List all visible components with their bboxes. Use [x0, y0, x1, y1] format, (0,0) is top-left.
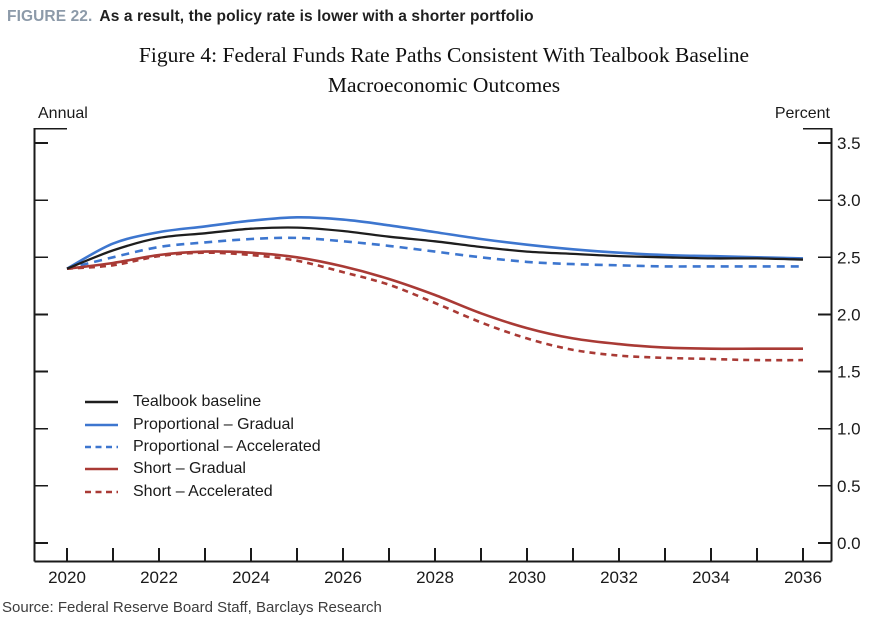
- right-axis-unit-label: Percent: [774, 105, 830, 122]
- x-tick-label: 2036: [784, 568, 822, 587]
- y-tick-label: 1.0: [837, 420, 861, 439]
- y-tick-label: 0.5: [837, 477, 861, 496]
- figure-title: As a result, the policy rate is lower wi…: [99, 8, 534, 25]
- legend-label: Proportional – Gradual: [133, 415, 294, 433]
- series-line-tealbook-baseline: [66, 226, 804, 270]
- y-tick-label: 3.0: [837, 191, 861, 210]
- x-tick-label: 2032: [600, 568, 638, 587]
- chart-title-line1: Figure 4: Federal Funds Rate Paths Consi…: [138, 43, 750, 67]
- legend-label: Tealbook baseline: [133, 393, 262, 411]
- y-tick-label: 2.5: [837, 248, 861, 267]
- legend-label: Short – Gradual: [133, 460, 246, 478]
- legend-item-proportional-gradual: Proportional – Gradual: [85, 413, 321, 435]
- legend-label: Short – Accelerated: [133, 482, 273, 500]
- legend-swatch-dashed-line: [85, 490, 118, 494]
- chart-title-line2: Macroeconomic Outcomes: [327, 73, 561, 97]
- axis-frame: [33, 127, 833, 563]
- x-tick-label: 2028: [416, 568, 454, 587]
- x-tick-label: 2022: [140, 568, 178, 587]
- source-note: Source: Federal Reserve Board Staff, Bar…: [2, 599, 382, 616]
- x-tick-label: 2024: [232, 568, 270, 587]
- series-line-proportional-accelerated: [66, 236, 803, 270]
- series-line-short-gradual: [66, 250, 803, 351]
- legend-swatch-solid-line: [85, 468, 118, 471]
- legend-swatch-solid-line: [85, 423, 118, 426]
- x-tick-label: 2020: [48, 568, 86, 587]
- chart-legend: Tealbook baseline Proportional – Gradual P…: [85, 391, 321, 503]
- y-tick-label: 1.5: [837, 363, 861, 382]
- legend-item-tealbook-baseline: Tealbook baseline: [85, 391, 321, 413]
- y-tick-label: 0.0: [837, 534, 861, 553]
- chart-title: Figure 4: Federal Funds Rate Paths Consi…: [0, 40, 888, 100]
- legend-item-short-accelerated: Short – Accelerated: [85, 481, 321, 503]
- series-line-proportional-gradual: [66, 215, 804, 270]
- legend-item-short-gradual: Short – Gradual: [85, 458, 321, 480]
- left-axis-unit-label: Annual: [38, 105, 88, 122]
- legend-label: Proportional – Accelerated: [133, 437, 321, 455]
- figure-number-label: FIGURE 22.: [7, 8, 93, 25]
- y-tick-label: 3.5: [837, 134, 861, 153]
- y-tick-label: 2.0: [837, 305, 861, 324]
- x-tick-label: 2030: [508, 568, 546, 587]
- axis-ticks: [34, 142, 832, 562]
- legend-swatch-solid-line: [85, 400, 118, 404]
- figure-header: FIGURE 22. As a result, the policy rate i…: [7, 8, 534, 26]
- legend-swatch-dashed-line: [85, 445, 118, 449]
- legend-item-proportional-accelerated: Proportional – Accelerated: [85, 436, 321, 458]
- x-tick-label: 2034: [692, 568, 730, 587]
- series-line-short-accelerated: [66, 251, 804, 362]
- x-tick-label: 2026: [324, 568, 362, 587]
